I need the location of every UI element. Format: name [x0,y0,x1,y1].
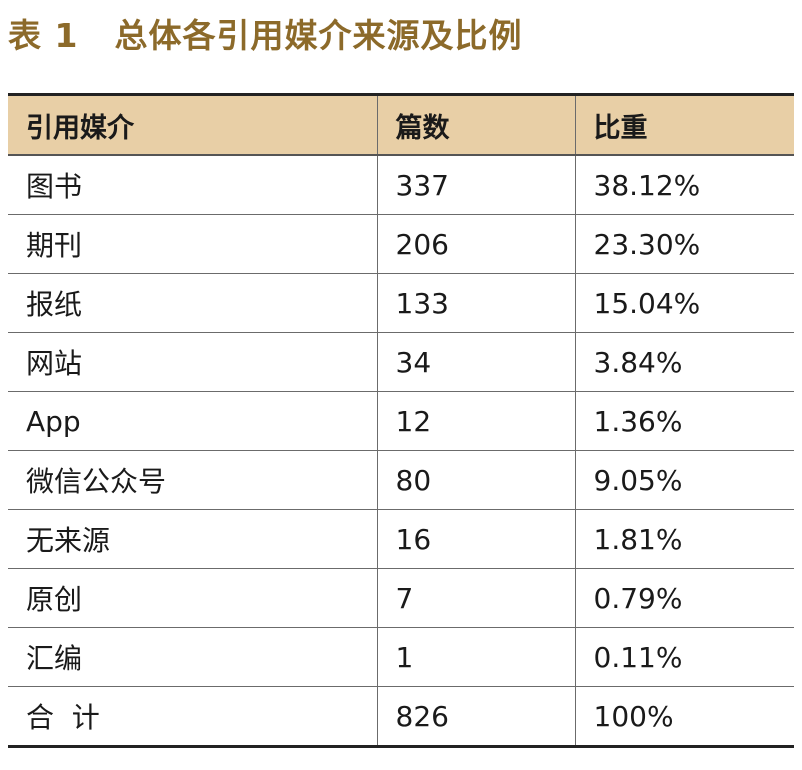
total-proportion-cell: 100% [574,686,794,748]
table-header-row: 引用媒介 篇数 比重 [8,93,794,156]
media-cell: 微信公众号 [8,450,377,510]
media-cell: 网站 [8,332,377,392]
proportion-cell: 23.30% [574,214,794,274]
media-cell: 期刊 [8,214,377,274]
media-cell: 原创 [8,568,377,628]
table-row: 网站 34 3.84% [8,332,794,392]
table-caption: 表 1 总体各引用媒介来源及比例 [8,6,522,60]
media-cell: 汇编 [8,627,377,687]
proportion-cell: 9.05% [574,450,794,510]
proportion-cell: 1.36% [574,391,794,451]
media-cell: 报纸 [8,273,377,333]
count-cell: 133 [376,273,575,333]
proportion-cell: 15.04% [574,273,794,333]
table-row: 微信公众号 80 9.05% [8,450,794,510]
proportion-cell: 3.84% [574,332,794,392]
proportion-cell: 38.12% [574,155,794,215]
header-count: 篇数 [376,93,575,156]
count-cell: 34 [376,332,575,392]
count-cell: 7 [376,568,575,628]
proportion-cell: 0.79% [574,568,794,628]
media-source-table: 引用媒介 篇数 比重 图书 337 38.12% 期刊 206 23.30% 报… [8,93,794,748]
count-cell: 1 [376,627,575,687]
media-cell: 无来源 [8,509,377,569]
table-total-row: 合 计 826 100% [8,686,794,748]
count-cell: 337 [376,155,575,215]
proportion-cell: 0.11% [574,627,794,687]
table-row: 期刊 206 23.30% [8,214,794,274]
table-row: 汇编 1 0.11% [8,627,794,687]
total-label-cell: 合 计 [8,686,377,748]
count-cell: 80 [376,450,575,510]
table-row: App 12 1.36% [8,391,794,451]
table-row: 无来源 16 1.81% [8,509,794,569]
proportion-cell: 1.81% [574,509,794,569]
table-row: 图书 337 38.12% [8,155,794,215]
count-cell: 206 [376,214,575,274]
count-cell: 12 [376,391,575,451]
table-row: 原创 7 0.79% [8,568,794,628]
header-media: 引用媒介 [8,93,377,156]
table-number: 表 1 [8,16,79,55]
total-count-cell: 826 [376,686,575,748]
media-cell: App [8,391,377,451]
count-cell: 16 [376,509,575,569]
media-cell: 图书 [8,155,377,215]
header-proportion: 比重 [574,93,794,156]
table-row: 报纸 133 15.04% [8,273,794,333]
table-title: 总体各引用媒介来源及比例 [114,16,523,55]
